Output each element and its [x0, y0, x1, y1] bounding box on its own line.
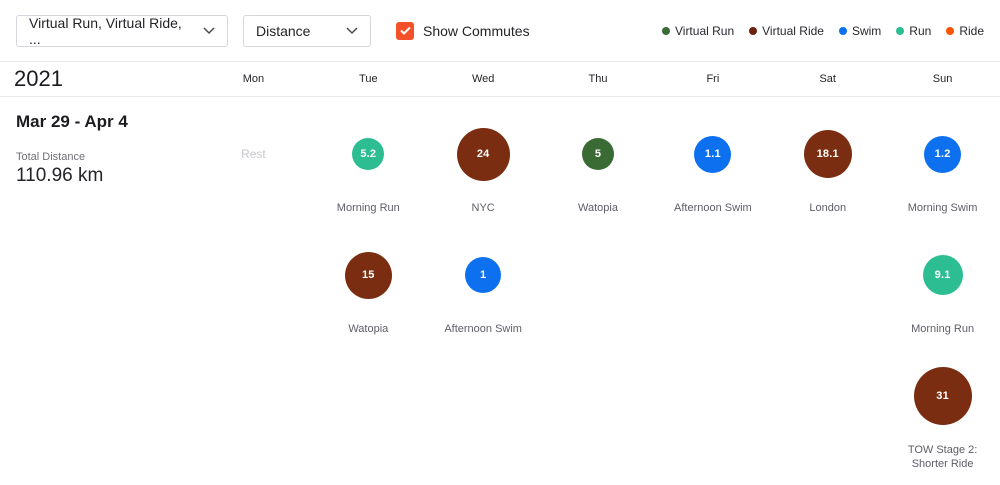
activity-bubble[interactable]: 5 — [582, 138, 614, 170]
day-column-tue: 5.2 Morning Run 15 Watopia — [311, 97, 426, 485]
activity-bubble[interactable]: 24 — [456, 127, 510, 181]
metric-filter-dropdown[interactable]: Distance — [243, 14, 371, 47]
activity-bubble[interactable]: 9.1 — [922, 255, 963, 295]
activity-title: TOW Stage 2: Shorter Ride — [907, 444, 978, 470]
activity-cell: 18.1 London — [770, 115, 885, 236]
activity-title: Afternoon Swim — [674, 202, 752, 214]
activity-bubble[interactable]: 5.2 — [352, 138, 385, 170]
chevron-down-icon — [203, 26, 215, 35]
day-column-sun: 1.2 Morning Swim 9.1 Morning Run 31 TOW … — [885, 97, 1000, 485]
activity-cell: 24 NYC — [426, 115, 541, 236]
legend-dot — [749, 26, 758, 35]
day-header-wed: Wed — [471, 73, 495, 85]
activity-title: Morning Swim — [907, 202, 978, 214]
show-commutes-label: Show Commutes — [423, 22, 530, 39]
legend: Virtual Run Virtual Ride Swim Run Ride — [661, 23, 984, 38]
activity-title: Afternoon Swim — [444, 323, 522, 335]
day-column-mon: Rest — [196, 97, 311, 485]
legend-item-swim: Swim — [838, 23, 882, 38]
day-header-mon: Mon — [242, 73, 265, 85]
sport-filter-dropdown[interactable]: Virtual Run, Virtual Ride, ... — [16, 14, 228, 47]
day-header-fri: Fri — [706, 73, 720, 85]
activity-cell: 15 Watopia — [311, 236, 426, 357]
show-commutes-checkbox-group[interactable]: Show Commutes — [396, 21, 530, 40]
legend-label: Virtual Run — [674, 23, 735, 38]
activity-bubble[interactable]: 31 — [913, 367, 972, 425]
legend-label: Ride — [959, 23, 984, 38]
activity-cell: 1.2 Morning Swim — [885, 115, 1000, 236]
show-commutes-checkbox[interactable] — [396, 21, 414, 40]
activity-title: Morning Run — [911, 323, 975, 335]
legend-dot — [896, 26, 905, 35]
activity-bubble[interactable]: 1.1 — [694, 135, 732, 173]
checkmark-icon — [399, 22, 411, 40]
total-distance-label: Total Distance — [16, 151, 86, 163]
activity-cell: 31 TOW Stage 2: Shorter Ride — [885, 357, 1000, 478]
activity-title: Morning Run — [336, 202, 400, 214]
rest-label: Rest — [241, 147, 266, 161]
legend-dot — [838, 26, 847, 35]
legend-label: Swim — [851, 23, 882, 38]
activity-cell: 9.1 Morning Run — [885, 236, 1000, 357]
calendar-header: 2021 Mon Tue Wed Thu Fri Sat Sun — [0, 62, 1000, 97]
activity-bubble[interactable]: 18.1 — [803, 130, 852, 178]
activity-bubble[interactable]: 15 — [344, 251, 392, 299]
day-column-wed: 24 NYC 1 Afternoon Swim — [426, 97, 541, 485]
day-header-thu: Thu — [588, 73, 608, 85]
day-column-fri: 1.1 Afternoon Swim — [655, 97, 770, 485]
week-row: Mar 29 - Apr 4 Total Distance 110.96 km … — [0, 97, 1000, 485]
legend-label: Run — [909, 23, 932, 38]
rest-cell: Rest — [196, 115, 311, 236]
legend-item-virtual-run: Virtual Run — [661, 23, 735, 38]
legend-item-virtual-ride: Virtual Ride — [749, 24, 824, 38]
activity-bubble[interactable]: 1.2 — [924, 135, 962, 173]
legend-item-run: Run — [896, 24, 931, 38]
activity-cell: 1 Afternoon Swim — [426, 236, 541, 357]
year-label: 2021 — [14, 66, 63, 91]
total-distance-value: 110.96 km — [16, 165, 104, 186]
activity-bubble[interactable]: 1 — [465, 257, 502, 293]
chevron-down-icon — [346, 26, 358, 35]
metric-filter-value: Distance — [256, 22, 311, 39]
week-info: Mar 29 - Apr 4 Total Distance 110.96 km — [0, 97, 196, 485]
activity-title: Watopia — [348, 323, 389, 335]
legend-item-ride: Ride — [946, 24, 984, 38]
day-column-thu: 5 Watopia — [541, 97, 656, 485]
legend-label: Virtual Ride — [762, 23, 824, 38]
day-header-sun: Sun — [932, 73, 953, 85]
legend-dot — [661, 26, 670, 35]
legend-dot — [946, 26, 955, 35]
day-header-sat: Sat — [819, 73, 836, 85]
activity-title: NYC — [471, 202, 495, 214]
day-header-tue: Tue — [359, 73, 378, 85]
activity-title: London — [809, 202, 847, 214]
sport-filter-value: Virtual Run, Virtual Ride, ... — [29, 14, 182, 47]
filter-bar: Virtual Run, Virtual Ride, ... Distance … — [0, 0, 1000, 62]
activity-cell: 5 Watopia — [541, 115, 656, 236]
activity-cell: 1.1 Afternoon Swim — [655, 115, 770, 236]
week-date-range: Mar 29 - Apr 4 — [16, 112, 128, 131]
activity-cell: 5.2 Morning Run — [311, 115, 426, 236]
activity-title: Watopia — [578, 202, 618, 214]
day-column-sat: 18.1 London — [770, 97, 885, 485]
